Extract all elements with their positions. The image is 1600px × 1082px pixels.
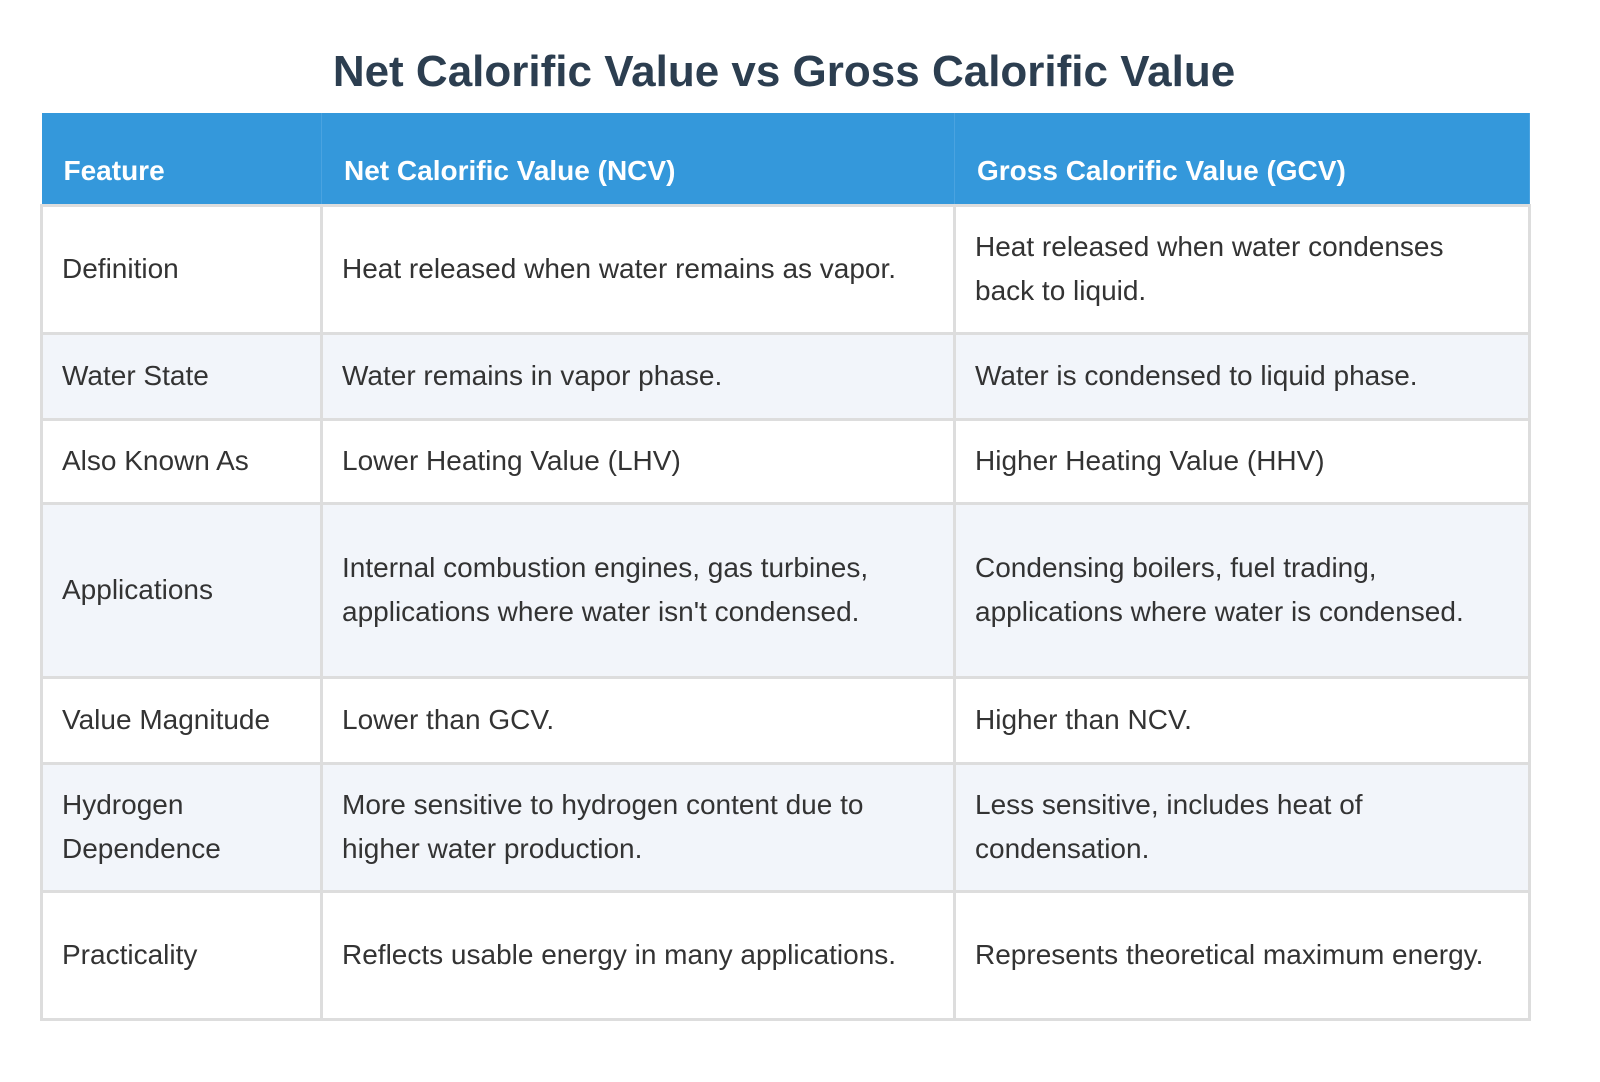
cell-ncv: Lower than GCV.: [320, 675, 956, 765]
cell-ncv: More sensitive to hydrogen content due t…: [320, 761, 956, 893]
cell-gcv: Heat released when water condenses back …: [953, 203, 1531, 335]
cell-gcv: Condensing boilers, fuel trading, applic…: [953, 501, 1531, 679]
cell-feature: Definition: [40, 203, 323, 335]
cell-gcv: Water is condensed to liquid phase.: [953, 331, 1531, 421]
column-header-gcv: Gross Calorific Value (GCV): [954, 113, 1530, 207]
cell-gcv: Higher than NCV.: [953, 675, 1531, 765]
cell-feature: Hydrogen Dependence: [40, 761, 323, 893]
cell-gcv: Represents theoretical maximum energy.: [953, 889, 1531, 1021]
table-row: Water State Water remains in vapor phase.…: [40, 331, 1531, 421]
cell-feature: Practicality: [40, 889, 323, 1021]
table-header-row: Feature Net Calorific Value (NCV) Gross …: [41, 113, 1530, 207]
cell-ncv: Internal combustion engines, gas turbine…: [320, 501, 956, 679]
cell-feature: Water State: [40, 331, 323, 421]
table-row: Hydrogen Dependence More sensitive to hyd…: [40, 761, 1531, 893]
cell-gcv: Higher Heating Value (HHV): [953, 417, 1531, 505]
cell-gcv: Less sensitive, includes heat of condens…: [953, 761, 1531, 893]
page-title: Net Calorific Value vs Gross Calorific V…: [332, 47, 1236, 96]
table-row: Also Known As Lower Heating Value (LHV) Hi…: [40, 417, 1531, 505]
cell-ncv: Water remains in vapor phase.: [320, 331, 956, 421]
cell-feature: Applications: [40, 501, 323, 679]
cell-feature: Also Known As: [40, 417, 323, 505]
table-row: Value Magnitude Lower than GCV. Higher tha…: [40, 675, 1531, 765]
table-row: Definition Heat released when water remai…: [40, 203, 1531, 335]
cell-ncv: Heat released when water remains as vapo…: [320, 203, 956, 335]
column-header-ncv: Net Calorific Value (NCV): [321, 113, 955, 207]
cell-ncv: Reflects usable energy in many applicati…: [320, 889, 956, 1021]
cell-ncv: Lower Heating Value (LHV): [320, 417, 956, 505]
table-row: Applications Internal combustion engines,…: [40, 501, 1531, 679]
comparison-table: Feature Net Calorific Value (NCV) Gross …: [40, 113, 1531, 1021]
column-header-feature: Feature: [41, 113, 322, 207]
cell-feature: Value Magnitude: [40, 675, 323, 765]
table-row: Practicality Reflects usable energy in ma…: [40, 889, 1531, 1021]
